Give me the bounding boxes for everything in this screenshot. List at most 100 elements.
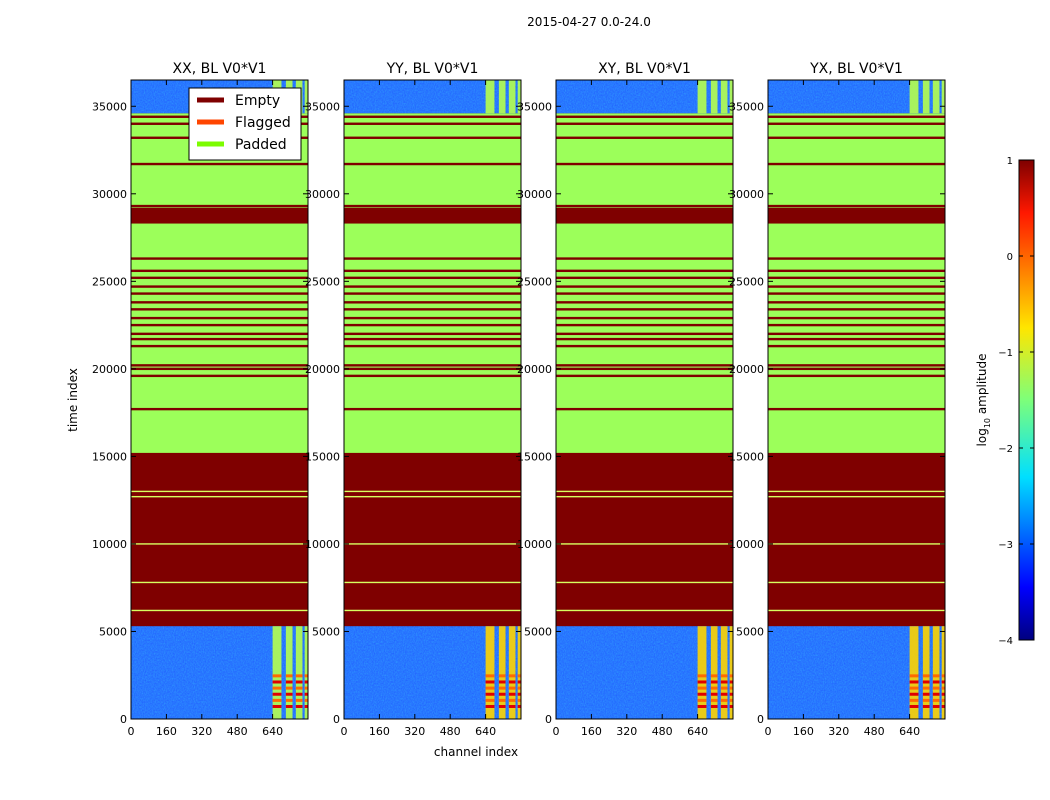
data-noise: [768, 626, 945, 719]
hot-stripe: [729, 680, 733, 684]
hot-stripe: [922, 686, 930, 690]
hot-stripe: [729, 692, 733, 696]
empty-line: [556, 308, 733, 311]
hot-stripe: [508, 674, 516, 678]
y-tick-label: 15000: [305, 450, 340, 463]
panel-frame: [130, 79, 309, 720]
colorbar-label-rest: amplitude: [975, 354, 989, 418]
active-channel-column: [272, 626, 282, 719]
padded-line: [556, 543, 733, 545]
padded-line: [344, 490, 521, 493]
empty-line: [556, 136, 733, 139]
y-tick-label: 25000: [517, 275, 552, 288]
legend: Empty Flagged Padded: [188, 87, 302, 161]
x-tick-label: 480: [652, 725, 673, 738]
padded-line: [768, 609, 945, 612]
x-tick-label: 480: [227, 725, 248, 738]
panels: XX, BL V0*V1 0 5000 10000 15000 20000 25000 300…: [92, 61, 946, 738]
empty-line: [768, 344, 945, 348]
x-tick-label: 0: [765, 725, 772, 738]
x-tick-label: 160: [369, 725, 390, 738]
panel-0: XX, BL V0*V1 0 5000 10000 15000 20000 25000 300…: [92, 61, 309, 738]
empty-line: [768, 115, 945, 118]
empty-line: [344, 115, 521, 118]
empty-line: [131, 407, 308, 411]
y-tick-label: 30000: [305, 188, 340, 201]
empty-line: [768, 269, 945, 273]
x-tick-label: 320: [404, 725, 425, 738]
padded-line: [768, 543, 945, 545]
hot-stripe: [508, 680, 516, 684]
hot-stripe: [922, 704, 930, 708]
empty-line: [768, 285, 945, 288]
padded-band: [344, 113, 521, 208]
hot-stripe: [909, 692, 919, 696]
hot-stripe: [710, 686, 718, 690]
empty-line: [556, 323, 733, 327]
panel-frame: [555, 79, 734, 720]
empty-line: [131, 367, 308, 371]
active-channel-column: [304, 80, 308, 114]
empty-line: [556, 316, 733, 320]
figure-suptitle: 2015-04-27 0.0-24.0: [527, 15, 651, 29]
active-channel-column: [932, 626, 940, 719]
hot-stripe: [498, 704, 506, 708]
y-tick-label: 10000: [92, 538, 127, 551]
colorbar-label-sub: 10: [983, 418, 992, 428]
hot-stripe: [485, 704, 495, 708]
hot-stripe: [295, 704, 303, 708]
colorbar-tick-label: 1: [1007, 156, 1013, 167]
empty-line: [131, 332, 308, 336]
active-channel-column: [729, 80, 733, 114]
hot-stripe: [508, 704, 516, 708]
empty-line: [344, 407, 521, 411]
active-channel-column: [498, 80, 506, 114]
active-channel-column: [941, 80, 945, 114]
hot-stripe: [498, 674, 506, 678]
empty-line: [768, 301, 945, 304]
active-channel-column: [729, 626, 733, 719]
hot-stripe: [304, 674, 308, 678]
x-tick-label: 640: [475, 725, 496, 738]
panel-frame: [767, 79, 946, 720]
y-tick-label: 5000: [99, 625, 127, 638]
empty-line: [131, 162, 308, 166]
empty-line: [556, 407, 733, 411]
y-tick-label: 10000: [517, 538, 552, 551]
empty-line: [131, 308, 308, 311]
y-tick-label: 30000: [92, 188, 127, 201]
empty-line: [131, 364, 308, 367]
padded-line: [131, 495, 308, 498]
hot-stripe: [485, 674, 495, 678]
legend-label: Flagged: [235, 115, 291, 131]
padded-line: [131, 609, 308, 612]
hot-stripe: [941, 698, 945, 702]
hot-stripe: [517, 698, 521, 702]
empty-line: [131, 285, 308, 288]
active-channel-column: [485, 80, 495, 114]
colorbar-tick-label: −4: [998, 636, 1013, 647]
padded-line: [768, 490, 945, 493]
empty-line: [556, 292, 733, 295]
empty-line: [768, 367, 945, 371]
padded-line: [344, 581, 521, 584]
hot-stripe: [697, 686, 707, 690]
colorbar-label-log: log: [975, 428, 989, 446]
empty-line: [556, 269, 733, 273]
hot-stripe: [295, 686, 303, 690]
empty-line: [768, 407, 945, 411]
empty-line: [768, 332, 945, 336]
active-channel-column: [697, 80, 707, 114]
active-channel-column: [932, 80, 940, 114]
hot-stripe: [285, 674, 293, 678]
hot-stripe: [272, 680, 282, 684]
data-noise: [768, 80, 945, 114]
y-tick-label: 25000: [729, 275, 764, 288]
empty-line: [344, 136, 521, 139]
active-channel-column: [941, 626, 945, 719]
empty-line: [131, 337, 308, 341]
empty-line: [131, 374, 308, 378]
hot-stripe: [285, 680, 293, 684]
colorbar: 10−1−2−3−4 log10 amplitude: [975, 156, 1035, 647]
